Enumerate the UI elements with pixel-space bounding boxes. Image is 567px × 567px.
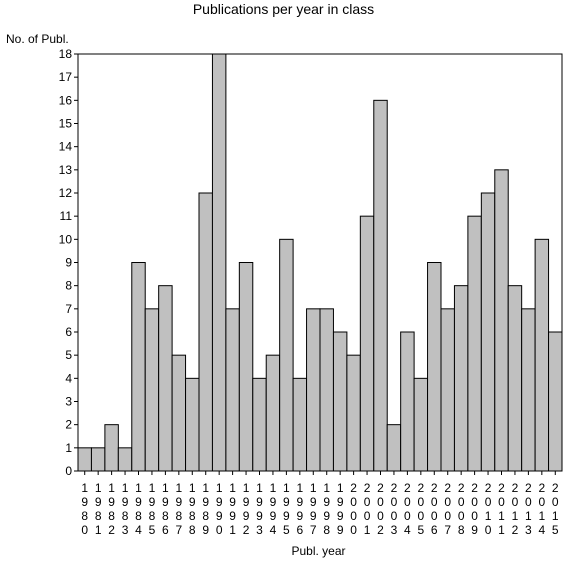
bar-1994 (265, 354, 281, 472)
bar-1988 (185, 377, 200, 472)
bar-1983 (117, 447, 133, 472)
bar-2011 (494, 169, 509, 472)
y-tick-label: 4 (65, 371, 72, 385)
bar-2015 (548, 331, 563, 472)
bar-2005 (413, 377, 429, 472)
y-tick-label: 0 (65, 464, 72, 478)
bar-1999 (332, 331, 348, 472)
bar-1986 (158, 285, 173, 472)
bar-1998 (319, 308, 334, 472)
bar-1993 (252, 377, 267, 472)
bar-2006 (427, 262, 442, 472)
bar-2014 (534, 238, 550, 472)
bar-1989 (198, 192, 213, 472)
y-tick-label: 3 (65, 395, 72, 409)
bar-1996 (292, 377, 308, 472)
bar-2013 (521, 308, 536, 472)
bar-2007 (440, 308, 455, 472)
bar-1985 (144, 308, 160, 472)
y-tick-label: 7 (65, 302, 72, 316)
bar-2004 (400, 331, 415, 472)
bar-1997 (306, 308, 321, 472)
bar-1991 (225, 308, 240, 472)
y-tick-label: 1 (65, 441, 72, 455)
bar-2012 (507, 285, 523, 472)
y-tick-label: 16 (59, 93, 73, 107)
y-axis-label: No. of Publ. (6, 32, 69, 46)
y-tick-label: 5 (65, 348, 72, 362)
y-tick-label: 12 (59, 186, 73, 200)
bar-1987 (171, 354, 187, 472)
bar-2010 (480, 192, 496, 472)
y-tick-label: 13 (59, 163, 73, 177)
y-tick-label: 18 (59, 47, 73, 61)
bar-2001 (359, 215, 375, 472)
bar-2002 (373, 99, 388, 472)
y-tick-label: 8 (65, 279, 72, 293)
y-tick-label: 10 (59, 232, 73, 246)
bar-1984 (131, 262, 146, 472)
bar-1990 (211, 53, 227, 472)
bar-1980 (77, 447, 92, 472)
bar-1995 (279, 238, 294, 472)
bar-1992 (238, 262, 254, 472)
bar-2008 (453, 285, 469, 472)
x-axis-label: Publ. year (291, 544, 346, 558)
y-tick-label: 6 (65, 325, 72, 339)
y-tick-label: 9 (65, 256, 72, 270)
bar-1981 (90, 447, 106, 472)
y-tick-label: 2 (65, 418, 72, 432)
bar-2003 (386, 424, 402, 472)
y-tick-label: 17 (59, 70, 73, 84)
y-tick-label: 15 (59, 117, 73, 131)
bar-1982 (104, 424, 119, 472)
y-tick-label: 14 (59, 140, 73, 154)
bar-2009 (467, 215, 482, 472)
bar-2000 (346, 354, 361, 472)
y-tick-label: 11 (60, 209, 73, 223)
chart-title: Publications per year in class (192, 1, 375, 17)
